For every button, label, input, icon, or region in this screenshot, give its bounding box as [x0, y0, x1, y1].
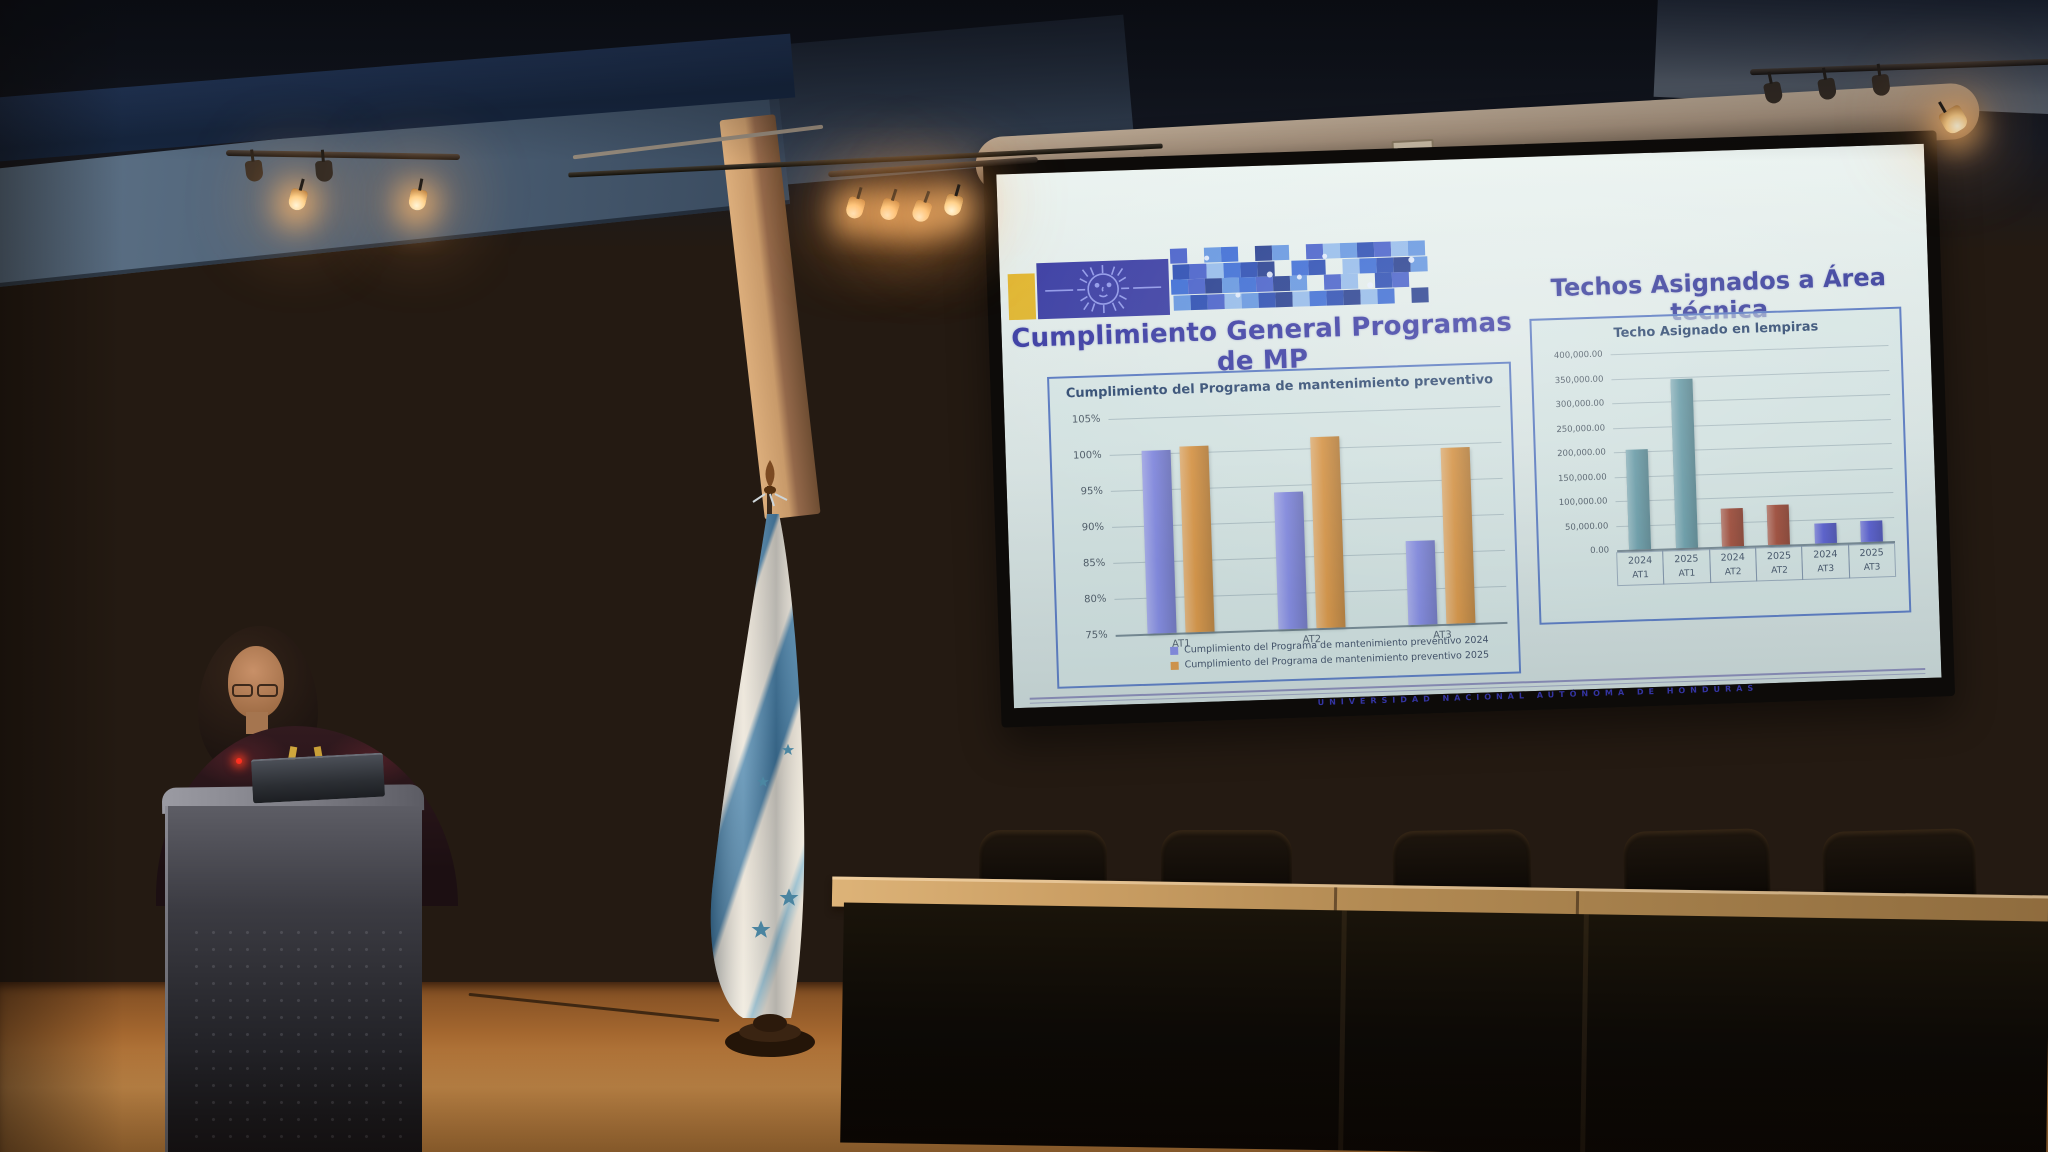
- bar-AT1-2025: [1669, 378, 1698, 549]
- x-axis-cell: 2024 AT3: [1801, 544, 1850, 581]
- presenter-face: [228, 646, 284, 718]
- bar-AT3-2024: [1813, 523, 1837, 544]
- bar-AT2-2025: [1766, 504, 1791, 546]
- table-front-panel: [840, 902, 2048, 1152]
- flag-finial: [765, 460, 775, 488]
- podium-perforations: [188, 923, 402, 1142]
- bar-AT2-2024: [1720, 507, 1744, 547]
- x-axis-cell: 2025 AT2: [1755, 546, 1804, 582]
- bar-AT3-1: [1440, 447, 1476, 624]
- mic-indicator-light: [236, 758, 242, 764]
- table-panel-gap: [1580, 914, 1589, 1152]
- honduras-flag: [710, 460, 815, 1057]
- bar-AT3-0: [1405, 540, 1438, 626]
- bar-AT1-1: [1179, 445, 1215, 633]
- unah-mosaic-faces: [1169, 240, 1444, 313]
- x-axis-cell: 2024 AT1: [1616, 550, 1665, 587]
- table-panel-gap: [1338, 910, 1347, 1151]
- bar-AT3-2025: [1860, 520, 1883, 543]
- chart-title: Techo Asignado en lempiras: [1613, 319, 1819, 342]
- bar-AT1-2024: [1625, 448, 1652, 550]
- x-axis-cell: 2024 AT2: [1708, 547, 1758, 584]
- bar-AT2-0: [1273, 491, 1308, 630]
- chart-plot-area: 75% 80% 85% 90% 95% 100% 105% AT1 AT2 AT3: [1072, 405, 1508, 650]
- chart-title: Cumplimiento del Programa de mantenimien…: [1065, 372, 1494, 402]
- x-axis-cell: 2025 AT3: [1847, 542, 1897, 579]
- logo-yellow-square: [1007, 273, 1037, 321]
- chart-cumplimiento: Cumplimiento del Programa de mantenimien…: [1047, 361, 1522, 689]
- chart-plot-area: 0.00 50,000.00 100,000.00 150,000.00 200,000…: [1554, 345, 1897, 587]
- glasses-icon: [232, 684, 284, 698]
- x-axis-cell: 2025 AT1: [1662, 549, 1711, 585]
- projection-screen: Cumplimiento General Programas de MP Tec…: [982, 130, 1956, 728]
- chart-techos: Techo Asignado en lempiras 0.00 50,000.00…: [1529, 306, 1912, 625]
- bar-AT1-0: [1141, 450, 1177, 634]
- presentation-slide: Cumplimiento General Programas de MP Tec…: [996, 144, 1941, 708]
- sun-face-icon: [1036, 258, 1171, 320]
- laptop: [250, 752, 386, 804]
- bar-AT2-1: [1309, 436, 1346, 629]
- podium: [165, 806, 422, 1152]
- chart-legend: Cumplimiento del Programa de mantenimien…: [1058, 631, 1519, 676]
